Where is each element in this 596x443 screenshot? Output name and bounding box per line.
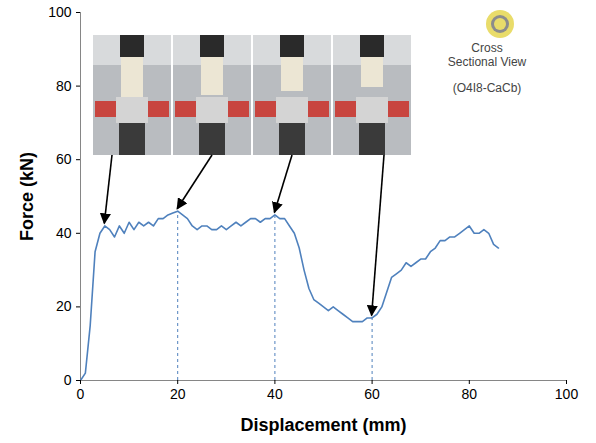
- svg-text:CrossSectional View: CrossSectional View: [448, 41, 527, 69]
- svg-text:100: 100: [48, 4, 72, 20]
- svg-text:40: 40: [267, 386, 283, 402]
- svg-text:Displacement (mm): Displacement (mm): [240, 415, 406, 435]
- svg-text:20: 20: [56, 298, 72, 314]
- svg-text:0: 0: [64, 372, 72, 388]
- svg-text:40: 40: [56, 225, 72, 241]
- svg-text:60: 60: [56, 151, 72, 167]
- svg-text:100: 100: [555, 386, 579, 402]
- svg-text:80: 80: [56, 78, 72, 94]
- svg-text:80: 80: [462, 386, 478, 402]
- svg-text:20: 20: [170, 386, 186, 402]
- svg-text:60: 60: [364, 386, 380, 402]
- svg-text:(O4I8-CaCb): (O4I8-CaCb): [453, 81, 522, 95]
- svg-text:Force (kN): Force (kN): [17, 152, 37, 241]
- svg-text:0: 0: [77, 386, 85, 402]
